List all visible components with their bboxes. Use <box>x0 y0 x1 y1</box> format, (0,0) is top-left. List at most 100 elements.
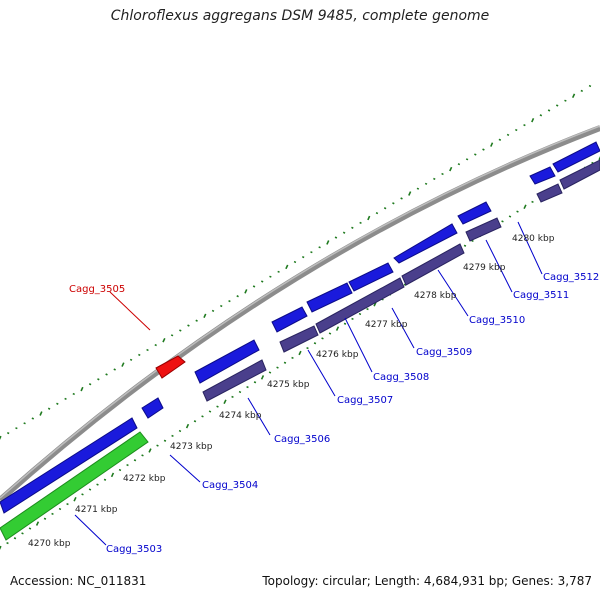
tick-mark <box>383 207 387 210</box>
tick-mark <box>103 478 107 481</box>
tick-mark <box>268 371 272 374</box>
tick-mark <box>80 386 84 392</box>
tick-mark <box>231 395 234 398</box>
gene-label-cagg-3506[interactable]: Cagg_3506 <box>274 434 330 445</box>
tick-mark <box>335 326 340 331</box>
tick-mark <box>555 104 559 107</box>
tick-mark <box>253 381 257 384</box>
tick-mark <box>343 322 347 325</box>
gene-label-cagg-3507[interactable]: Cagg_3507 <box>337 395 393 406</box>
gene-feature <box>194 339 260 384</box>
tick-mark <box>73 496 77 502</box>
tick-mark <box>6 542 9 545</box>
tick-mark <box>211 309 215 313</box>
tick-mark <box>441 172 444 176</box>
tick-mark <box>285 264 289 270</box>
tick-mark <box>39 411 43 416</box>
tick-mark <box>179 329 182 332</box>
gene-label-cagg-3503[interactable]: Cagg_3503 <box>106 544 162 555</box>
tick-mark <box>416 187 420 190</box>
tick-mark <box>96 483 99 486</box>
tick-mark <box>23 422 26 425</box>
tick-mark <box>531 200 534 203</box>
gene-label-cagg-3509[interactable]: Cagg_3509 <box>416 347 472 358</box>
tick-mark <box>170 334 174 337</box>
tick-mark <box>156 444 159 447</box>
gene-feature <box>141 397 164 419</box>
tick-mark <box>228 299 231 303</box>
tick-mark <box>238 390 242 394</box>
tick-mark <box>539 114 543 117</box>
tick-mark <box>216 405 219 408</box>
gene-feature <box>306 282 353 313</box>
kbp-label: 4279 kbp <box>463 263 506 273</box>
tick-mark <box>185 423 190 429</box>
tick-mark <box>66 503 69 506</box>
tick-mark <box>515 128 518 132</box>
tick-mark <box>138 353 141 356</box>
tick-mark <box>163 439 167 442</box>
gene-feature <box>315 277 405 334</box>
tick-mark <box>110 472 115 478</box>
gene-feature <box>401 243 465 286</box>
gene-label-cagg-3510[interactable]: Cagg_3510 <box>469 315 525 326</box>
tick-mark <box>195 319 198 322</box>
tick-mark <box>28 527 32 530</box>
tick-mark <box>121 362 125 367</box>
tick-mark <box>246 386 249 389</box>
tick-mark <box>223 399 227 405</box>
tick-mark <box>64 397 67 401</box>
gene-labels: Cagg_3503 Cagg_3504 Cagg_3505 Cagg_3506 … <box>69 272 599 555</box>
tick-mark <box>463 244 467 247</box>
tick-mark <box>129 358 133 361</box>
highlighted-gene-cagg-3505[interactable] <box>155 355 186 379</box>
tick-mark <box>203 313 207 319</box>
kbp-scale-labels: 4270 kbp 4271 kbp 4272 kbp 4273 kbp 4274… <box>28 234 555 549</box>
tick-mark <box>291 356 294 359</box>
tick-mark <box>424 182 428 185</box>
tick-mark <box>342 231 346 234</box>
tick-mark <box>154 344 157 347</box>
tick-mark <box>141 454 144 457</box>
gene-feature <box>536 183 563 203</box>
forward-gene-track <box>0 141 600 514</box>
tick-mark <box>408 191 412 196</box>
tick-mark <box>72 392 75 396</box>
tick-mark <box>252 285 256 288</box>
tick-mark <box>490 142 494 147</box>
kbp-label: 4271 kbp <box>75 505 118 515</box>
tick-mark <box>351 317 354 320</box>
tick-mark <box>43 517 47 520</box>
tick-mark <box>81 493 84 496</box>
gene-label-cagg-3512[interactable]: Cagg_3512 <box>543 272 599 283</box>
gene-label-cagg-3505[interactable]: Cagg_3505 <box>69 284 125 295</box>
tick-mark <box>88 488 92 491</box>
gene-label-cagg-3511[interactable]: Cagg_3511 <box>513 290 569 301</box>
tick-mark <box>366 308 369 311</box>
tick-mark <box>498 138 502 141</box>
kbp-label: 4280 kbp <box>512 234 555 244</box>
tick-mark <box>283 361 287 364</box>
tick-mark <box>400 197 403 200</box>
kbp-label: 4278 kbp <box>414 291 457 301</box>
tick-mark <box>51 512 54 515</box>
label-leader-lines <box>74 221 543 546</box>
tick-mark <box>310 251 313 254</box>
tick-mark <box>326 240 330 245</box>
gene-feature <box>465 217 502 242</box>
tick-mark <box>146 348 149 352</box>
gene-label-cagg-3508[interactable]: Cagg_3508 <box>373 372 429 383</box>
gene-feature <box>552 141 600 173</box>
gene-feature <box>279 325 319 353</box>
tick-mark <box>88 383 92 386</box>
tick-mark <box>298 350 302 356</box>
tick-mark <box>178 429 182 433</box>
tick-mark <box>187 324 190 327</box>
gene-feature <box>202 359 267 402</box>
tick-mark <box>471 239 474 242</box>
tick-mark <box>508 215 512 218</box>
gene-label-cagg-3504[interactable]: Cagg_3504 <box>202 480 258 491</box>
tick-mark <box>236 295 239 298</box>
